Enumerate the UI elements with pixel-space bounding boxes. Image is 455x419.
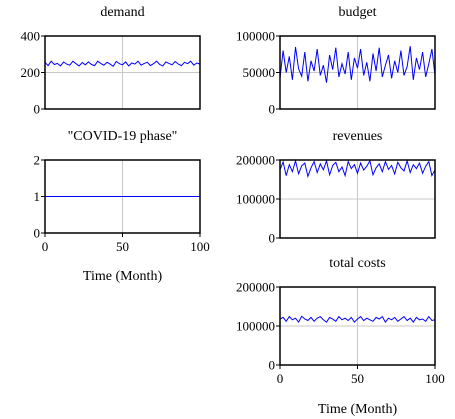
series-line (279, 46, 436, 83)
y-tick-label: 100000 (236, 319, 275, 334)
series-line (279, 315, 436, 324)
series-line (44, 60, 201, 68)
chart-title: budget (338, 5, 376, 20)
y-tick-label: 0 (269, 102, 276, 117)
chart-title: "COVID-19 phase" (68, 129, 178, 144)
chart-title: demand (100, 5, 144, 20)
y-tick-label: 400 (21, 29, 41, 44)
y-tick-label: 0 (34, 102, 41, 117)
x-tick-label: 0 (277, 371, 284, 386)
x-tick-label: 50 (116, 239, 129, 254)
y-tick-label: 50000 (243, 65, 276, 80)
y-tick-label: 200000 (236, 153, 275, 168)
x-axis-label: Time (Month) (318, 402, 398, 417)
x-tick-label: 0 (42, 239, 49, 254)
y-tick-label: 0 (34, 226, 41, 241)
y-tick-label: 0 (269, 231, 276, 246)
y-tick-label: 0 (269, 358, 276, 373)
y-tick-label: 100000 (236, 29, 275, 44)
x-tick-label: 100 (190, 239, 210, 254)
x-axis-label: Time (Month) (83, 269, 163, 284)
chart-title: revenues (333, 129, 383, 144)
y-tick-label: 2 (34, 153, 41, 168)
y-tick-label: 100000 (236, 192, 275, 207)
y-tick-label: 200 (21, 65, 41, 80)
y-tick-label: 1 (34, 189, 41, 204)
series-line (279, 158, 436, 179)
x-tick-label: 100 (425, 371, 445, 386)
x-tick-label: 50 (351, 371, 364, 386)
y-tick-label: 200000 (236, 280, 275, 295)
chart-title: total costs (329, 256, 385, 271)
